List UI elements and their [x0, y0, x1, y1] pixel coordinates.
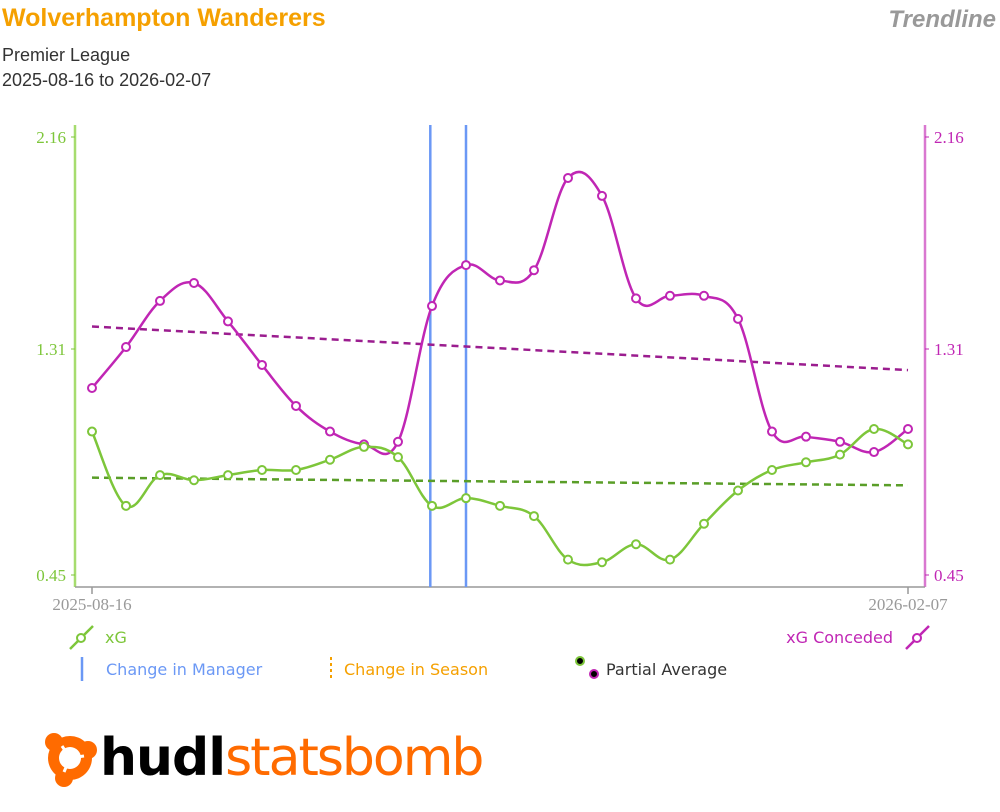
data-point[interactable] — [631, 539, 641, 550]
data-point[interactable] — [733, 485, 743, 496]
trendline-chart: 2.16 1.31 0.45 2.16 1.31 0.45 2025-08-16… — [36, 125, 964, 681]
data-point[interactable] — [393, 436, 403, 447]
data-point[interactable] — [529, 265, 539, 276]
data-point[interactable] — [291, 400, 301, 411]
data-point[interactable] — [665, 290, 675, 301]
series-line — [90, 427, 909, 567]
legend: xG xG Conceded Change in Manager Change … — [69, 625, 930, 681]
data-point[interactable] — [393, 452, 403, 463]
legend-manager-change[interactable]: Change in Manager — [80, 657, 263, 681]
logo-statsbomb-text: statsbomb — [225, 728, 484, 788]
data-point[interactable] — [801, 431, 811, 442]
data-point[interactable] — [87, 383, 97, 394]
data-point[interactable] — [869, 447, 879, 458]
data-point[interactable] — [495, 500, 505, 511]
legend-xg-label: xG — [105, 628, 127, 647]
data-point[interactable] — [835, 449, 845, 460]
data-point[interactable] — [325, 426, 335, 437]
manager-change-lines — [429, 125, 468, 587]
logo-hudl-text: hudl — [100, 728, 226, 788]
series-line — [91, 170, 909, 456]
date-range-label: 2025-08-16 to 2026-02-07 — [2, 70, 212, 90]
data-point[interactable] — [427, 301, 437, 312]
data-point[interactable] — [733, 313, 743, 324]
left-tick-label: 0.45 — [36, 566, 66, 585]
data-point[interactable] — [631, 293, 641, 304]
chart-kind-label: Trendline — [888, 6, 996, 33]
data-point[interactable] — [257, 359, 267, 370]
data-point[interactable] — [461, 260, 471, 271]
data-point[interactable] — [495, 275, 505, 286]
data-point[interactable] — [767, 426, 777, 437]
legend-xg[interactable]: xG — [69, 625, 127, 650]
right-tick-label: 0.45 — [934, 566, 964, 585]
right-axis-ticks: 2.16 1.31 0.45 — [925, 128, 964, 585]
right-tick-label: 1.31 — [934, 340, 964, 359]
team-title: Wolverhampton Wanderers — [2, 4, 326, 32]
data-point[interactable] — [563, 172, 573, 183]
legend-season-label: Change in Season — [344, 660, 488, 679]
legend-manager-label: Change in Manager — [106, 660, 263, 679]
data-point[interactable] — [835, 436, 845, 447]
data-point[interactable] — [699, 290, 709, 301]
data-point[interactable] — [699, 518, 709, 529]
legend-xg-conceded[interactable]: xG Conceded — [786, 625, 930, 650]
data-point[interactable] — [597, 190, 607, 201]
data-point[interactable] — [903, 424, 913, 434]
data-point[interactable] — [597, 557, 607, 568]
data-point[interactable] — [461, 493, 471, 504]
data-point[interactable] — [189, 278, 199, 288]
data-point[interactable] — [291, 464, 301, 475]
data-point[interactable] — [801, 457, 811, 468]
competition-label: Premier League — [2, 45, 131, 65]
data-point[interactable] — [223, 470, 233, 481]
data-point[interactable] — [223, 316, 233, 327]
data-point[interactable] — [121, 342, 131, 353]
data-point[interactable] — [155, 470, 165, 481]
data-point[interactable] — [903, 439, 913, 450]
data-point[interactable] — [869, 424, 879, 434]
trend-lines — [91, 325, 909, 487]
data-point[interactable] — [665, 554, 675, 565]
data-point[interactable] — [121, 500, 131, 511]
data-point[interactable] — [87, 426, 97, 437]
xg-conceded-series — [87, 170, 913, 458]
data-point[interactable] — [427, 500, 437, 511]
data-point[interactable] — [359, 441, 369, 452]
statsbomb-logo-icon — [45, 733, 97, 787]
x-end-label: 2026-02-07 — [868, 595, 948, 614]
legend-partial-label: Partial Average — [606, 660, 727, 679]
legend-partial-average[interactable]: Partial Average — [575, 656, 727, 679]
legend-season-change[interactable]: Change in Season — [330, 657, 488, 681]
partial-average-xg-icon — [575, 656, 585, 666]
data-point[interactable] — [529, 511, 539, 522]
data-point[interactable] — [189, 475, 199, 486]
x-start-label: 2025-08-16 — [52, 595, 131, 614]
partial-average-xga-icon — [589, 669, 599, 679]
legend-xga-label: xG Conceded — [786, 628, 893, 647]
hudl-statsbomb-logo: hudl statsbomb — [40, 728, 484, 788]
data-point[interactable] — [155, 295, 165, 306]
left-axis-ticks: 2.16 1.31 0.45 — [36, 128, 75, 585]
trendline — [91, 325, 909, 372]
xg-series — [87, 424, 913, 568]
data-point[interactable] — [325, 454, 335, 465]
data-point[interactable] — [767, 464, 777, 475]
data-point[interactable] — [563, 554, 573, 565]
data-point[interactable] — [257, 464, 267, 475]
left-tick-label: 1.31 — [36, 340, 66, 359]
right-tick-label: 2.16 — [934, 128, 964, 147]
left-tick-label: 2.16 — [36, 128, 66, 147]
